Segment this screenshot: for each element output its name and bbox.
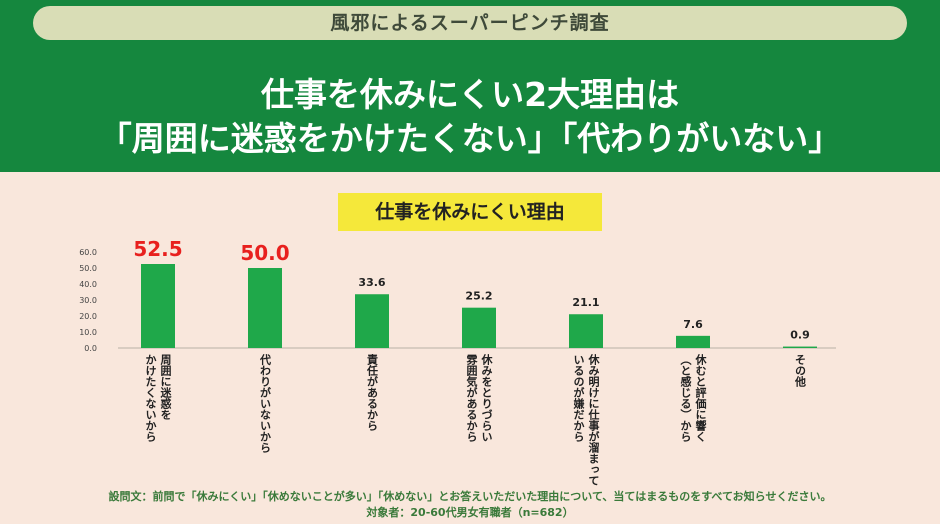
- headline-line-1: 仕事を休みにくい2大理由は: [260, 75, 680, 114]
- data-label: 50.0: [240, 241, 289, 265]
- bar: [141, 264, 175, 348]
- category-label: 休むと評価に響く （と感じる）から: [679, 354, 707, 442]
- data-label: 25.2: [465, 290, 492, 303]
- survey-title-pill: 風邪によるスーパーピンチ調査: [33, 6, 907, 40]
- question-text: 設問文：前問で「休みにくい」「休めないことが多い」「休めない」とお答えいただいた…: [108, 490, 832, 503]
- bar: [676, 335, 710, 348]
- data-label: 52.5: [133, 237, 182, 261]
- category-label: 休みをとりづらい 雰囲気があるから: [465, 354, 493, 442]
- y-tick-label: 60.0: [79, 248, 97, 257]
- category-label: 休み明けに仕事が溜まって いるのが嫌だから: [572, 354, 600, 486]
- header-banner: 風邪によるスーパーピンチ調査 仕事を休みにくい2大理由は 「周囲に迷惑をかけたく…: [0, 0, 940, 172]
- bar: [248, 268, 282, 348]
- data-label: 0.9: [790, 329, 810, 342]
- data-label: 33.6: [358, 276, 385, 289]
- data-label: 21.1: [572, 296, 599, 309]
- respondents-text: 対象者：20-60代男女有職者（n=682）: [366, 506, 574, 519]
- bar: [462, 307, 496, 348]
- data-label: 7.6: [683, 318, 703, 331]
- headline-line-2: 「周囲に迷惑をかけたくない」「代わりがいない」: [98, 119, 842, 158]
- category-label: その他: [793, 354, 807, 387]
- chart-title-highlight: [338, 193, 602, 231]
- bar: [355, 294, 389, 348]
- y-tick-label: 10.0: [79, 328, 97, 337]
- y-tick-label: 30.0: [79, 296, 97, 305]
- category-label: 代わりがいないから: [258, 354, 272, 453]
- y-tick-label: 50.0: [79, 264, 97, 273]
- bar: [569, 314, 603, 348]
- y-tick-label: 40.0: [79, 280, 97, 289]
- category-label: 責任があるから: [365, 354, 379, 431]
- y-tick-label: 20.0: [79, 312, 97, 321]
- y-tick-label: 0.0: [84, 344, 97, 353]
- chart-title: 仕事を休みにくい理由: [375, 201, 565, 223]
- bar: [783, 346, 817, 348]
- category-label: 周囲に迷惑を かけたくないから: [144, 354, 172, 442]
